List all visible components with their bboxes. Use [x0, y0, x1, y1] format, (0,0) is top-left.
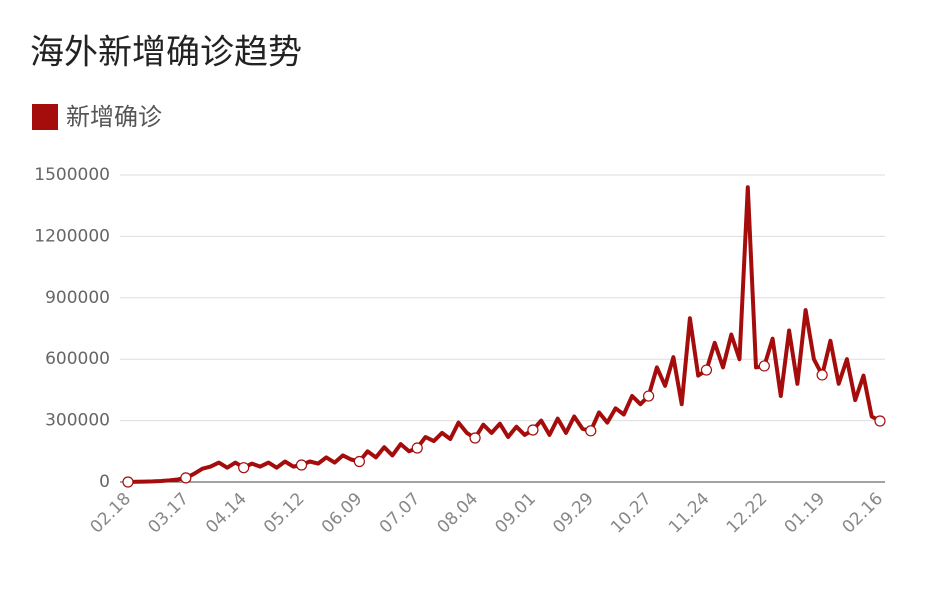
x-tick-label: 07.07: [376, 489, 425, 538]
y-tick-label: 900000: [45, 288, 110, 308]
x-tick-label: 02.18: [87, 489, 136, 538]
x-tick-label: 11.24: [665, 489, 714, 538]
y-tick-label: 0: [99, 472, 110, 492]
y-tick-label: 1200000: [34, 226, 110, 246]
x-tick-label: 09.01: [491, 489, 540, 538]
y-tick-label: 1500000: [34, 165, 110, 185]
x-tick-label: 03.17: [144, 489, 193, 538]
chart-title: 海外新增确诊趋势: [30, 33, 302, 73]
data-point: [411, 442, 423, 454]
x-tick-label: 10.27: [607, 489, 656, 538]
legend-label: 新增确诊: [66, 103, 162, 131]
data-point: [122, 476, 134, 488]
y-tick-label: 300000: [45, 411, 110, 431]
data-point: [527, 424, 539, 436]
x-tick-label: 01.19: [781, 489, 830, 538]
x-tick-label: 06.09: [318, 489, 367, 538]
y-tick-label: 600000: [45, 349, 110, 369]
x-tick-label: 02.16: [839, 489, 888, 538]
x-tick-label: 08.04: [434, 489, 483, 538]
data-point: [238, 462, 250, 474]
data-point: [700, 364, 713, 376]
data-point: [643, 390, 655, 402]
data-point: [353, 455, 365, 468]
data-point: [295, 459, 308, 471]
x-tick-label: 05.12: [260, 489, 309, 538]
data-point: [874, 415, 886, 427]
legend-swatch: [32, 104, 58, 130]
data-point: [585, 425, 597, 437]
x-tick-label: 12.22: [723, 489, 772, 538]
data-line: [127, 185, 881, 484]
data-point: [816, 369, 828, 381]
x-tick-label: 04.14: [202, 489, 251, 538]
x-tick-label: 09.29: [549, 489, 598, 538]
data-point: [469, 432, 481, 444]
data-point: [180, 472, 192, 484]
data-point: [758, 360, 770, 372]
